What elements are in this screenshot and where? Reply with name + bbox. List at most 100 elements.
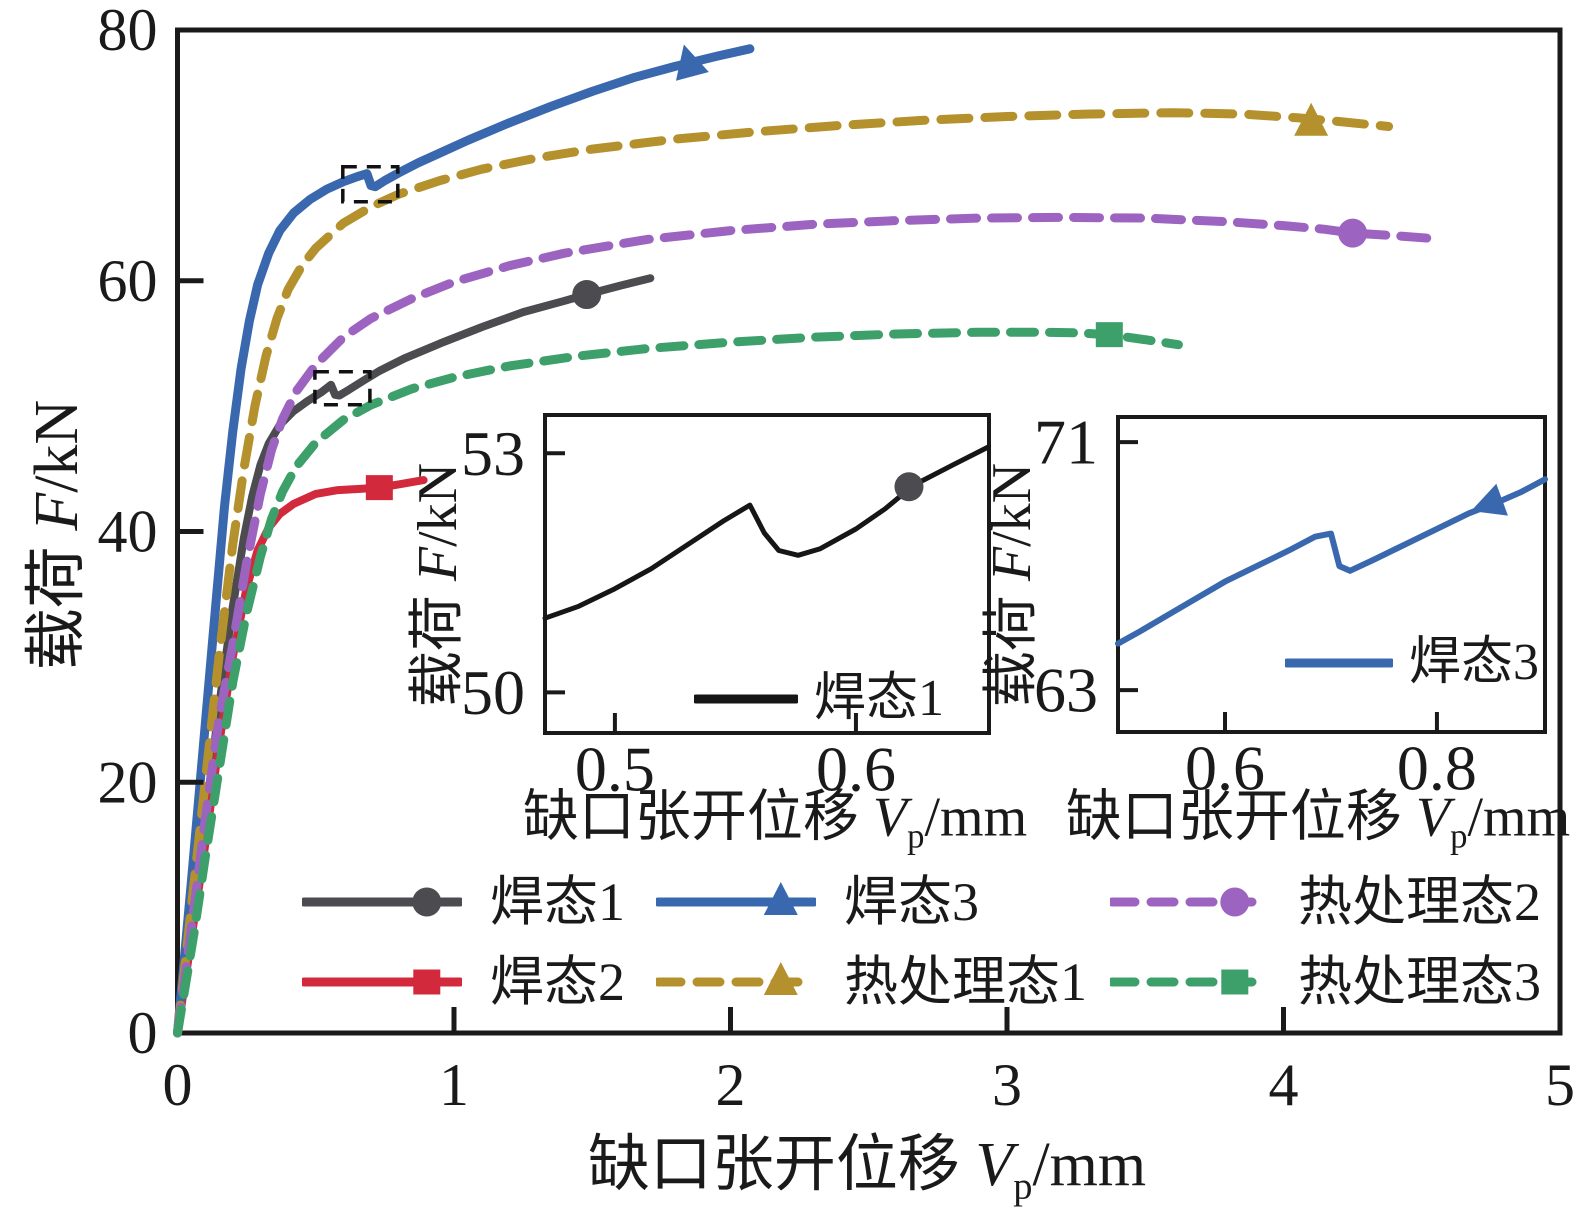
marker-square [1095, 322, 1123, 348]
inset2-tick-labels: 0.6 0.8 63 71 [1034, 407, 1477, 804]
inset2-legend-sample [1285, 658, 1393, 668]
curve-rechuli1 [173, 108, 1394, 1038]
x-tick-label: 0.6 [816, 734, 896, 805]
marker-square [413, 969, 441, 995]
x-tick-label: 2 [716, 1052, 746, 1118]
x-title-text: 缺口张开位移 [587, 1131, 976, 1200]
inset1-legend-label: 焊态1 [814, 670, 945, 727]
inset1-y-title-text: 载荷 [407, 581, 469, 708]
marker-triangle [763, 882, 798, 915]
legend-sample-hantai1 [302, 887, 462, 917]
main-ticks [178, 278, 1286, 1032]
inset2-x-title-unit: /mm [1467, 786, 1571, 849]
main-x-axis-title: 缺口张开位移 Vp/mm [588, 1134, 1146, 1206]
x-tick-label: 1 [439, 1052, 469, 1118]
marker-circle [1220, 887, 1250, 917]
inset2-x-title-sub: p [1450, 816, 1468, 856]
curve-rechuli2 [173, 212, 1432, 1038]
x-tick-label: 4 [1269, 1052, 1299, 1118]
y-title-text: 载荷 [23, 530, 91, 671]
popin-zoom-box [313, 370, 372, 407]
y-tick-label: 80 [98, 0, 158, 63]
inset2-y-title-text: 载荷 [981, 581, 1043, 708]
x-tick-label: 0 [163, 1052, 193, 1118]
legend-sample-hantai2 [302, 969, 462, 995]
marker-square [1221, 969, 1249, 995]
legend-sample-rechuli3 [1110, 969, 1270, 995]
inset1-x-title-text: 缺口张开位移 [522, 786, 873, 849]
marker-circle [1338, 218, 1368, 248]
inset1-x-title-sub: p [907, 816, 925, 856]
y-tick-label: 53 [461, 418, 525, 489]
x-title-var: V [975, 1131, 1014, 1200]
y-tick-label: 63 [1034, 655, 1098, 726]
y-title-var: F [23, 492, 91, 531]
legend-item-rechuli1: 热处理态1 [656, 952, 1087, 1012]
inset2-x-title-text: 缺口张开位移 [1065, 786, 1416, 849]
inset2-plot-border [1116, 415, 1547, 734]
marker-triangle [1294, 102, 1329, 136]
main-curves [173, 44, 1432, 1038]
x-tick-label: 5 [1545, 1052, 1575, 1118]
inset1-x-title-unit: /mm [924, 786, 1028, 849]
legend-item-rechuli3: 热处理态3 [1110, 952, 1541, 1012]
legend-label-hantai1: 焊态1 [490, 872, 625, 932]
legend-item-rechuli2: 热处理态2 [1110, 872, 1541, 932]
marker-circle [412, 887, 442, 917]
curve-hantai3 [173, 44, 755, 1038]
curve-hantai2 [173, 476, 428, 1037]
inset1-x-title-var: V [872, 786, 908, 849]
x-tick-label: 0.8 [1397, 733, 1477, 804]
x-tick-label: 3 [992, 1052, 1022, 1118]
y-tick-label: 40 [98, 499, 158, 565]
popin-zoom-box [341, 164, 400, 204]
marker-circle [572, 280, 602, 310]
inset1-ticks [546, 451, 858, 732]
x-tick-label: 0.6 [1185, 733, 1265, 804]
inset1-plot: 0.5 0.6 50 53 [461, 413, 991, 805]
y-tick-label: 20 [98, 749, 158, 815]
inset1-x-axis-title: 缺口张开位移 Vp/mm [523, 790, 1027, 855]
legend-item-hantai3: 焊态3 [656, 872, 979, 932]
inset2-y-title-unit: /kN [981, 462, 1043, 547]
marker-arrowhead [1471, 483, 1508, 516]
inset2-y-title-var: F [981, 546, 1043, 582]
inset1-y-title-unit: /kN [407, 462, 469, 547]
popin-zoom-boxes [313, 164, 400, 407]
legend-sample-rechuli1 [656, 962, 816, 995]
legend-label-rechuli3: 热处理态3 [1298, 952, 1541, 1012]
inset1-tick-labels: 0.5 0.6 50 53 [461, 418, 896, 805]
inset1-legend-sample [694, 694, 798, 704]
y-tick-label: 0 [128, 1000, 158, 1066]
y-title-unit: /kN [23, 399, 91, 493]
legend-sample-rechuli2 [1110, 887, 1270, 917]
inset2-legend-item: 焊态3 [1285, 637, 1539, 689]
inset1-y-title-var: F [407, 546, 469, 582]
y-tick-label: 50 [461, 657, 525, 728]
x-tick-label: 0.5 [575, 734, 655, 805]
legend-item-hantai2: 焊态2 [302, 952, 625, 1012]
curve-rechuli3 [173, 327, 1183, 1038]
inset1-legend-item: 焊态1 [694, 673, 944, 725]
y-tick-label: 71 [1034, 407, 1098, 478]
inset2-legend-label: 焊态3 [1409, 634, 1540, 691]
legend-label-rechuli1: 热处理态1 [844, 952, 1087, 1012]
curve-inset2-hantai3 [1115, 476, 1548, 647]
inset1-plot-border [543, 413, 991, 735]
inset2-x-title-var: V [1415, 786, 1451, 849]
inset1-y-axis-title: 载荷 F/kN [407, 462, 469, 708]
legend-sample-hantai3 [656, 882, 816, 915]
curve-hantai1 [173, 274, 655, 1037]
marker-square [365, 475, 393, 501]
inset2-ticks [1119, 440, 1439, 731]
legend-label-hantai3: 焊态3 [844, 872, 979, 932]
legend-item-hantai1: 焊态1 [302, 872, 625, 932]
marker-triangle [763, 962, 798, 995]
inset2-plot: 0.6 0.8 63 71 [1034, 407, 1548, 804]
marker-triangle [675, 44, 709, 81]
inset2-x-axis-title: 缺口张开位移 Vp/mm [1066, 790, 1570, 855]
main-plot-border [175, 27, 1563, 1036]
legend-label-hantai2: 焊态2 [490, 952, 625, 1012]
